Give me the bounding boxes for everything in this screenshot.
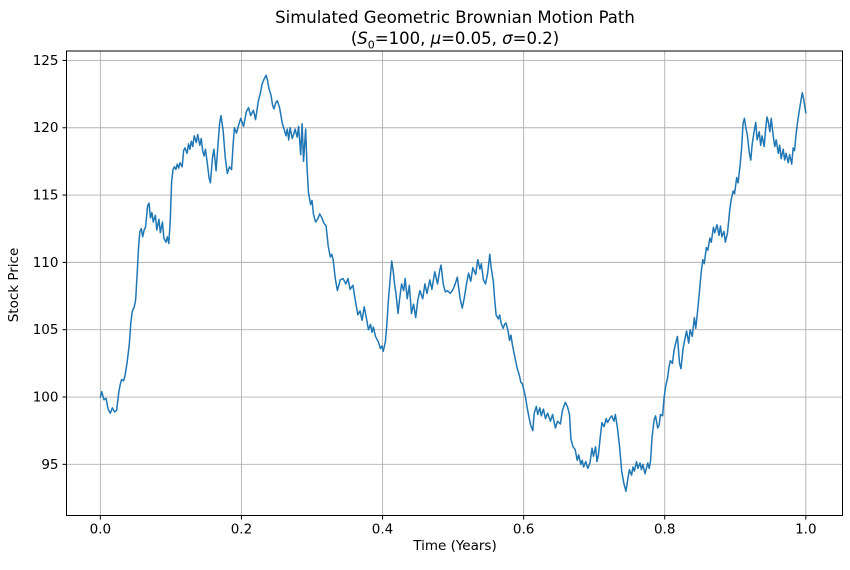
subtitle-s-symbol: S xyxy=(357,29,368,48)
y-tick-label-100: 100 xyxy=(33,390,59,406)
y-tick-label-120: 120 xyxy=(33,120,59,136)
x-tick-label-0.0: 0.0 xyxy=(90,522,111,538)
subtitle-mu-symbol: μ xyxy=(430,29,442,48)
gbm-path-line xyxy=(99,74,807,493)
axes-spines xyxy=(66,50,843,516)
subtitle-s-value: =100, xyxy=(374,29,431,48)
subtitle-mu-value: =0.05, xyxy=(441,29,503,48)
y-tick-label-115: 115 xyxy=(33,188,59,204)
subtitle-s-subscript: 0 xyxy=(367,38,375,52)
x-tick-label-0.8: 0.8 xyxy=(654,522,675,538)
x-tick-label-1.0: 1.0 xyxy=(795,522,816,538)
subtitle-paren-close: ) xyxy=(552,29,560,48)
y-tick-label-110: 110 xyxy=(33,255,59,271)
x-tick-label-0.6: 0.6 xyxy=(513,522,534,538)
subtitle-paren-open: ( xyxy=(350,29,358,48)
subtitle-sigma-value: =0.2 xyxy=(512,29,553,48)
chart-title: Simulated Geometric Brownian Motion Path xyxy=(275,8,635,27)
y-tick-label-125: 125 xyxy=(33,53,59,69)
x-axis-label: Time (Years) xyxy=(413,538,497,554)
x-tick-label-0.2: 0.2 xyxy=(231,522,252,538)
x-tick-label-0.4: 0.4 xyxy=(372,522,393,538)
y-axis-label: Stock Price xyxy=(6,247,22,323)
y-tick-label-95: 95 xyxy=(41,457,58,473)
y-tick-label-105: 105 xyxy=(33,322,59,338)
subtitle-sigma-symbol: σ xyxy=(502,29,513,48)
plot-area xyxy=(66,51,843,516)
chart-subtitle: (S0=100, μ=0.05, σ=0.2) xyxy=(30,29,850,51)
